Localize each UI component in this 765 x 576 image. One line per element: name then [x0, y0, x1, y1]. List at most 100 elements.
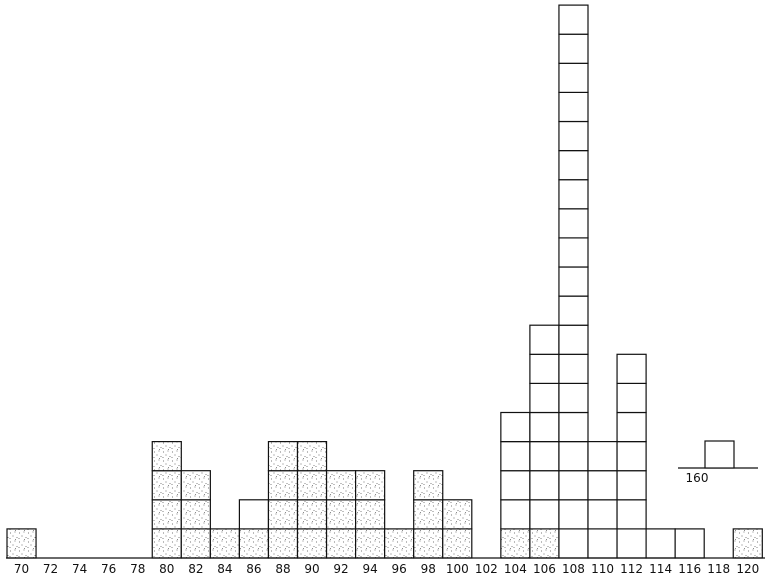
open-cell-108-19 — [558, 4, 589, 35]
open-cell-108-10 — [558, 266, 589, 297]
stippled-cell-90-2 — [296, 499, 328, 530]
stippled-cell-98-2 — [413, 499, 444, 530]
stippled-cell-80-2 — [151, 499, 182, 530]
open-cell-104-4 — [500, 441, 531, 472]
open-cell-86-2 — [238, 499, 270, 530]
open-cell-108-2 — [558, 499, 589, 530]
stippled-cell-98-1 — [413, 528, 444, 559]
open-cell-112-5 — [616, 411, 647, 443]
x-tick-label-120: 120 — [736, 562, 759, 576]
histogram-bars — [6, 4, 763, 559]
x-tick-label-90: 90 — [304, 562, 319, 576]
x-tick-label-82: 82 — [188, 562, 203, 576]
x-tick-label-88: 88 — [275, 562, 290, 576]
outlier-marker-label: 160 — [686, 471, 709, 485]
open-cell-108-17 — [558, 62, 589, 93]
x-tick-label-94: 94 — [362, 562, 377, 576]
open-cell-108-11 — [558, 237, 589, 268]
stippled-cell-88-2 — [267, 499, 299, 530]
x-tick-label-108: 108 — [562, 562, 585, 576]
open-cell-110-1 — [587, 528, 618, 559]
x-tick-label-76: 76 — [101, 562, 116, 576]
x-tick-label-116: 116 — [678, 562, 701, 576]
x-tick-label-102: 102 — [475, 562, 498, 576]
x-tick-label-74: 74 — [72, 562, 87, 576]
open-cell-108-1 — [558, 528, 589, 559]
open-cell-108-5 — [558, 411, 589, 443]
stippled-cell-94-2 — [355, 499, 386, 530]
stippled-cell-106-1 — [529, 528, 560, 559]
stippled-cell-94-1 — [355, 528, 386, 559]
open-cell-104-3 — [500, 470, 531, 501]
stippled-cell-80-3 — [151, 470, 182, 501]
stippled-cell-90-1 — [296, 528, 328, 559]
stippled-cell-100-2 — [442, 499, 473, 530]
x-tick-label-92: 92 — [333, 562, 348, 576]
stippled-cell-88-1 — [267, 528, 299, 559]
stippled-cell-82-3 — [180, 470, 211, 501]
open-cell-104-5 — [500, 411, 531, 443]
open-cell-108-8 — [558, 324, 589, 355]
stippled-cell-80-4 — [151, 441, 182, 472]
open-cell-106-7 — [529, 353, 560, 384]
open-cell-108-18 — [558, 33, 589, 64]
open-cell-106-5 — [529, 411, 560, 443]
stippled-cell-92-2 — [325, 499, 357, 530]
stippled-cell-94-3 — [355, 470, 386, 501]
open-cell-112-7 — [616, 353, 647, 384]
open-cell-104-2 — [500, 499, 531, 530]
open-cell-110-2 — [587, 499, 618, 530]
open-cell-110-4 — [587, 441, 618, 472]
open-cell-112-1 — [616, 528, 647, 559]
stippled-cell-120-1 — [732, 528, 763, 559]
stippled-cell-98-3 — [413, 470, 444, 501]
open-cell-108-9 — [558, 295, 589, 326]
open-cell-114-1 — [645, 528, 676, 559]
open-cell-110-3 — [587, 470, 618, 501]
stippled-cell-100-1 — [442, 528, 473, 559]
open-cell-108-16 — [558, 91, 589, 123]
outlier-marker-box — [704, 440, 735, 469]
open-cell-108-13 — [558, 179, 589, 210]
x-tick-label-80: 80 — [159, 562, 174, 576]
open-cell-112-3 — [616, 470, 647, 501]
x-tick-label-72: 72 — [43, 562, 58, 576]
open-cell-106-4 — [529, 441, 560, 472]
stippled-cell-70-1 — [6, 528, 37, 559]
stippled-cell-104-1 — [500, 528, 531, 559]
outlier-marker: 160 — [678, 440, 758, 485]
x-axis-tick-labels: 70 72 74 76 78 80 82 84 86 88 90 92 94 96 98 100 102 104 1… — [14, 562, 759, 576]
x-tick-label-118: 118 — [707, 562, 730, 576]
x-tick-label-110: 110 — [591, 562, 614, 576]
open-cell-108-14 — [558, 150, 589, 181]
open-cell-106-2 — [529, 499, 560, 530]
stippled-cell-80-1 — [151, 528, 182, 559]
stippled-cell-92-3 — [325, 470, 357, 501]
open-cell-106-3 — [529, 470, 560, 501]
stippled-cell-84-1 — [209, 528, 241, 559]
stippled-cell-90-3 — [296, 470, 328, 501]
stippled-cell-88-3 — [267, 470, 299, 501]
open-cell-108-4 — [558, 441, 589, 472]
x-tick-label-112: 112 — [620, 562, 643, 576]
x-tick-label-106: 106 — [533, 562, 556, 576]
open-cell-106-8 — [529, 324, 560, 355]
x-tick-label-86: 86 — [246, 562, 261, 576]
stippled-cell-86-1 — [238, 528, 270, 559]
stippled-cell-92-1 — [325, 528, 357, 559]
x-tick-label-78: 78 — [130, 562, 145, 576]
x-tick-label-100: 100 — [446, 562, 469, 576]
open-cell-112-6 — [616, 382, 647, 414]
open-cell-108-7 — [558, 353, 589, 384]
open-cell-106-6 — [529, 382, 560, 414]
x-tick-label-96: 96 — [392, 562, 407, 576]
stippled-cell-88-4 — [267, 441, 299, 472]
x-tick-label-114: 114 — [649, 562, 672, 576]
open-cell-112-2 — [616, 499, 647, 530]
open-cell-116-1 — [674, 528, 705, 559]
stippled-cell-96-1 — [384, 528, 415, 559]
stippled-cell-82-1 — [180, 528, 211, 559]
open-cell-108-6 — [558, 382, 589, 414]
open-cell-108-15 — [558, 120, 589, 152]
